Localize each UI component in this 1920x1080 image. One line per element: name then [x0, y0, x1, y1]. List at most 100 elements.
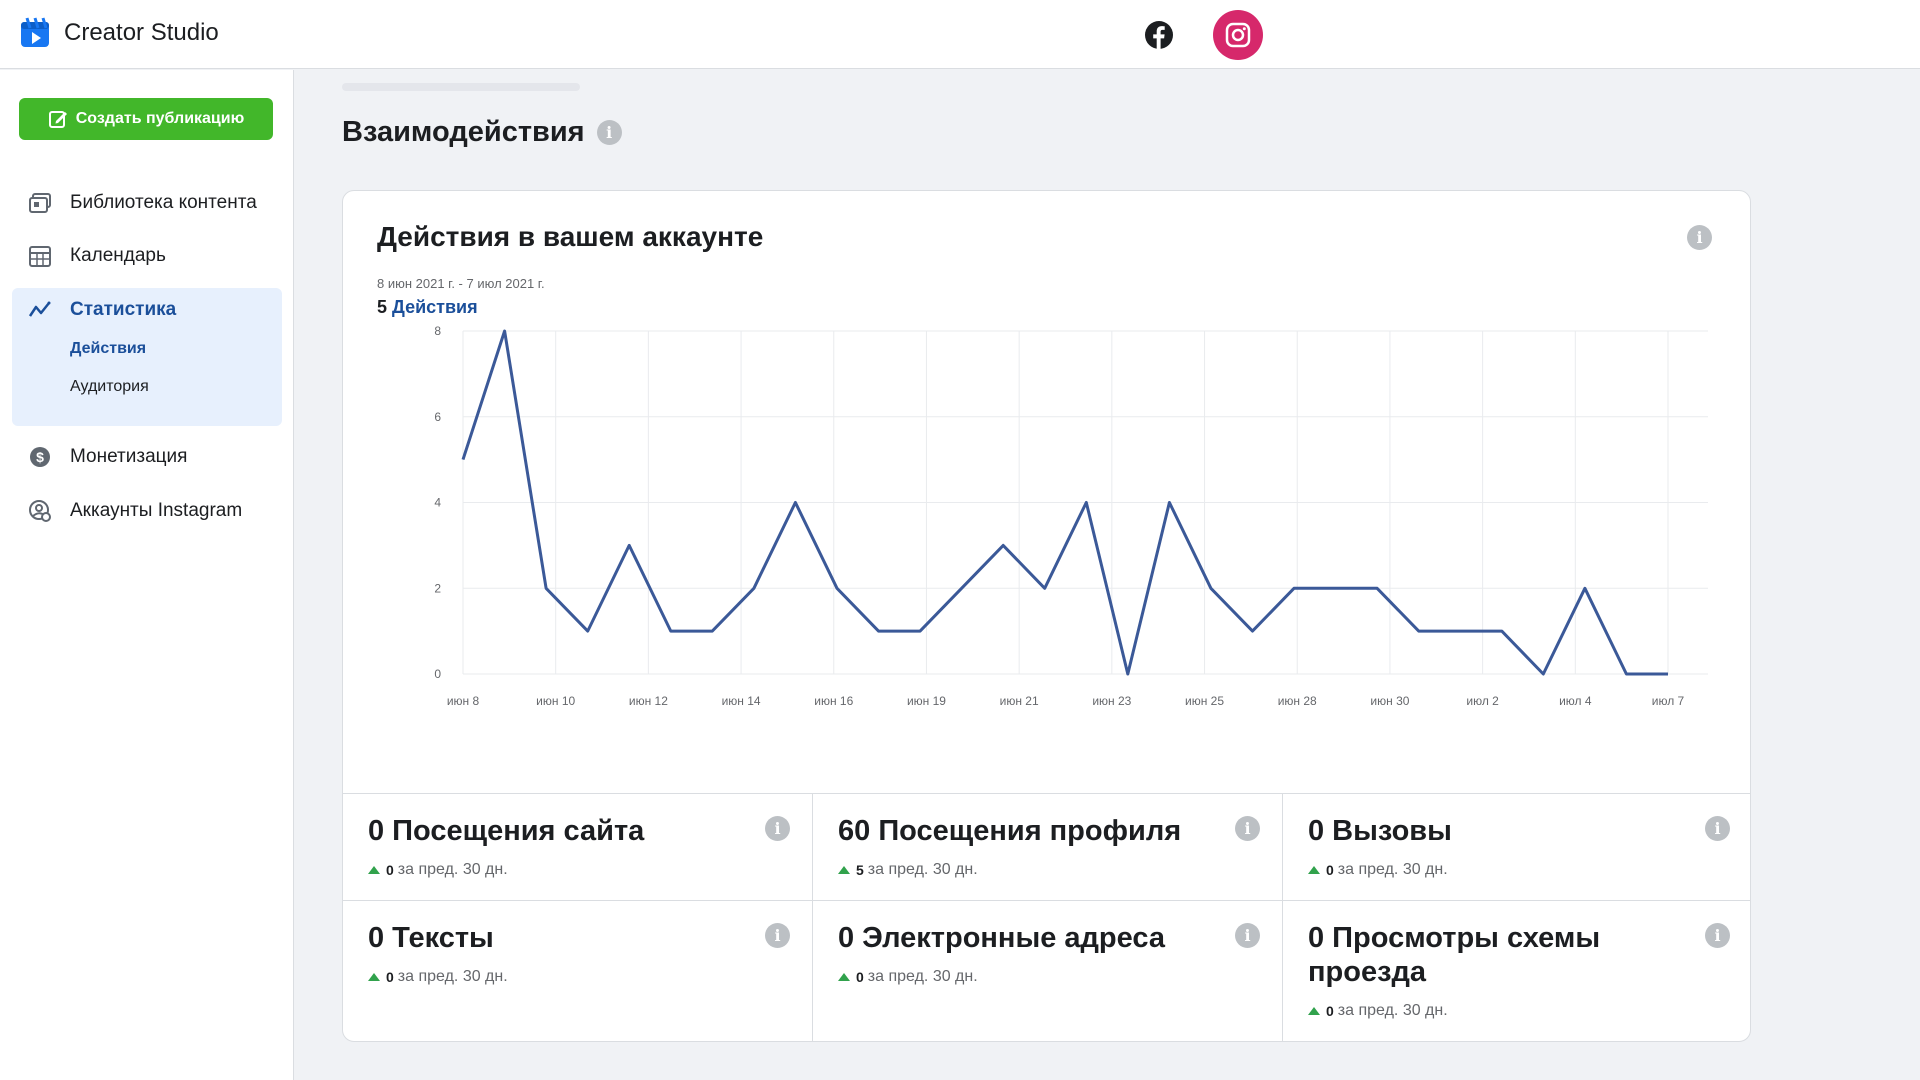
data-point[interactable]	[1246, 625, 1258, 637]
data-point[interactable]	[748, 582, 760, 594]
facebook-tab[interactable]	[1134, 10, 1184, 60]
actions-card: Действия в вашем аккаунте i 8 июн 2021 г…	[342, 190, 1751, 1042]
x-tick-label: июн 14	[722, 694, 761, 708]
data-point[interactable]	[1413, 625, 1425, 637]
brand[interactable]: Creator Studio	[20, 17, 219, 49]
data-point[interactable]	[1662, 668, 1674, 680]
sidebar-item-content-library[interactable]: Библиотека контента	[12, 181, 282, 225]
data-point[interactable]	[1205, 582, 1217, 594]
actions-total-label: Действия	[392, 297, 478, 317]
data-point[interactable]	[873, 625, 885, 637]
x-tick-label: июн 12	[629, 694, 668, 708]
edit-icon	[48, 111, 67, 128]
data-point[interactable]	[1537, 668, 1549, 680]
creator-studio-logo-icon	[21, 17, 49, 47]
data-point[interactable]	[789, 497, 801, 509]
metric-title: 0 Электронные адреса	[838, 922, 1166, 954]
sidebar-item-label: Календарь	[70, 245, 166, 266]
data-point[interactable]	[1579, 582, 1591, 594]
info-icon[interactable]: i	[1705, 923, 1730, 948]
x-tick-label: июн 16	[814, 694, 853, 708]
sidebar-subitem-audience[interactable]: Аудитория	[70, 378, 149, 395]
data-point[interactable]	[1371, 582, 1383, 594]
y-tick-label: 4	[434, 496, 441, 510]
data-point[interactable]	[997, 539, 1009, 551]
data-point[interactable]	[1080, 497, 1092, 509]
sidebar-item-insights[interactable]: Статистика	[12, 288, 282, 332]
data-point[interactable]	[914, 625, 926, 637]
info-icon[interactable]: i	[1235, 816, 1260, 841]
metric-period: за пред. 30 дн.	[397, 968, 508, 985]
sidebar-item-label: Аккаунты Instagram	[70, 500, 243, 521]
sidebar-item-label: Монетизация	[70, 446, 188, 467]
create-post-button[interactable]: Создать публикацию	[19, 98, 273, 140]
metric-title: 0 Просмотры схемы проезда	[1308, 922, 1601, 988]
metric-title: 0 Вызовы	[1308, 815, 1452, 847]
data-point[interactable]	[1039, 582, 1051, 594]
section-header: Взаимодействия i	[342, 116, 622, 149]
x-tick-label: июн 23	[1092, 694, 1131, 708]
data-point[interactable]	[1330, 582, 1342, 594]
info-icon[interactable]: i	[1687, 225, 1712, 250]
info-icon[interactable]: i	[596, 120, 622, 145]
data-point[interactable]	[665, 625, 677, 637]
metric-period: за пред. 30 дн.	[397, 861, 508, 878]
data-point[interactable]	[1454, 625, 1466, 637]
content-library-icon	[28, 191, 52, 215]
data-point[interactable]	[499, 325, 511, 337]
data-point[interactable]	[1496, 625, 1508, 637]
info-icon[interactable]: i	[1705, 816, 1730, 841]
sidebar-subitem-actions[interactable]: Действия	[70, 340, 147, 357]
metric-calls: 0 Вызовы i 0 за пред. 30 дн.	[1283, 794, 1750, 901]
info-icon[interactable]: i	[1235, 923, 1260, 948]
data-point[interactable]	[540, 582, 552, 594]
calendar-icon	[28, 244, 52, 268]
metric-period: за пред. 30 дн.	[1337, 861, 1448, 878]
info-icon[interactable]: i	[765, 816, 790, 841]
metric-change: 0 за пред. 30 дн.	[838, 968, 978, 986]
data-point[interactable]	[1163, 497, 1175, 509]
data-point[interactable]	[1288, 582, 1300, 594]
up-arrow-icon	[1308, 1007, 1320, 1015]
up-arrow-icon	[368, 866, 380, 874]
series-line	[461, 329, 1668, 676]
x-tick-label: июн 8	[447, 694, 480, 708]
up-arrow-icon	[368, 973, 380, 981]
data-point[interactable]	[956, 582, 968, 594]
metric-change: 0 за пред. 30 дн.	[1308, 861, 1448, 879]
data-point[interactable]	[1620, 668, 1632, 680]
metric-delta: 0	[1326, 862, 1334, 878]
metric-title: 0 Посещения сайта	[368, 815, 645, 847]
sidebar-item-instagram-accounts[interactable]: Аккаунты Instagram	[12, 489, 282, 533]
metric-direction-views: 0 Просмотры схемы проезда i 0 за пред. 30…	[1283, 901, 1750, 1041]
x-tick-label: июл 4	[1559, 694, 1592, 708]
metric-title: 60 Посещения профиля	[838, 815, 1182, 847]
metrics-grid: 0 Посещения сайта i 0 за пред. 30 дн. 60 …	[343, 793, 1750, 1041]
x-tick-label: июн 10	[536, 694, 575, 708]
data-point[interactable]	[1122, 668, 1134, 680]
metric-period: за пред. 30 дн.	[867, 861, 978, 878]
x-tick-label: июл 2	[1466, 694, 1499, 708]
metric-change: 0 за пред. 30 дн.	[368, 861, 508, 879]
insights-icon	[28, 298, 52, 322]
instagram-tab[interactable]	[1213, 10, 1263, 60]
sidebar: Создать публикацию Библиотека контента К…	[0, 70, 294, 1080]
data-point[interactable]	[706, 625, 718, 637]
data-point[interactable]	[457, 454, 469, 466]
sidebar-item-calendar[interactable]: Календарь	[12, 234, 282, 278]
metric-profile-visits: 60 Посещения профиля i 5 за пред. 30 дн.	[813, 794, 1283, 901]
data-point[interactable]	[831, 582, 843, 594]
x-tick-label: июн 28	[1278, 694, 1317, 708]
actions-total: 5 Действия	[377, 297, 478, 318]
metric-change: 5 за пред. 30 дн.	[838, 861, 978, 879]
x-tick-label: июн 21	[1000, 694, 1039, 708]
data-point[interactable]	[623, 539, 635, 551]
info-icon[interactable]: i	[765, 923, 790, 948]
metric-change: 0 за пред. 30 дн.	[1308, 1002, 1448, 1020]
y-tick-label: 6	[434, 410, 441, 424]
sidebar-item-monetization[interactable]: $ Монетизация	[12, 435, 282, 479]
data-point[interactable]	[582, 625, 594, 637]
metric-title: 0 Тексты	[368, 922, 494, 954]
sidebar-item-label: Статистика	[70, 299, 177, 320]
metric-change: 0 за пред. 30 дн.	[368, 968, 508, 986]
